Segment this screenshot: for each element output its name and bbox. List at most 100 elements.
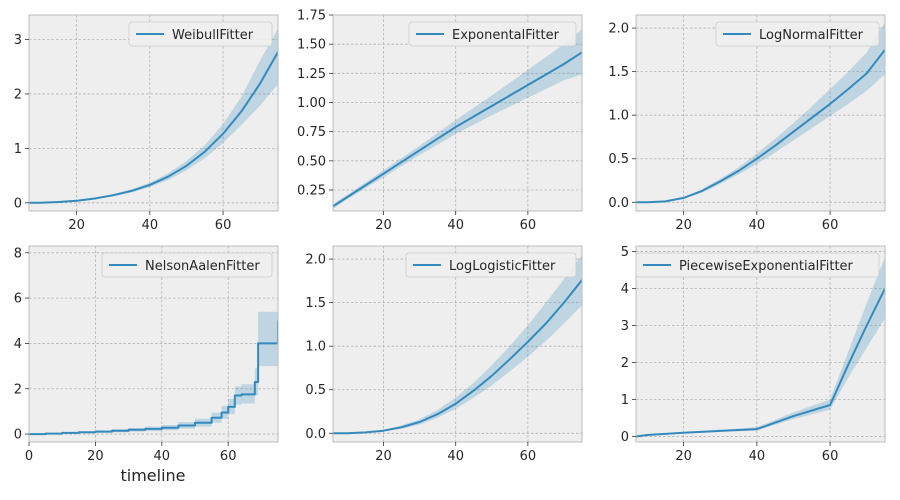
subplot-6: 20 40 60 0 1 2 3 4 5 PiecewiseExponentialFitter	[621, 245, 886, 464]
y-tick-label: 0.0	[608, 196, 629, 211]
y-tick-label: 0.0	[305, 427, 326, 442]
data-point	[203, 150, 206, 153]
data-point	[490, 105, 493, 107]
y-tick-label: 0	[14, 196, 22, 211]
x-tick-label: 60	[520, 449, 537, 464]
y-tick-label: 4	[14, 337, 22, 352]
legend-label: ExponentalFitter	[452, 28, 560, 43]
y-tick-label: 4	[621, 282, 629, 297]
data-point	[509, 358, 511, 361]
y-tick-label: 0	[14, 428, 22, 443]
confidence-band	[333, 254, 582, 434]
y-tick-label: 1	[14, 142, 22, 157]
subplot-1: 20 40 60 0 1 2 3 WeibullFitter	[14, 14, 279, 233]
x-tick-label: 40	[447, 218, 464, 233]
x-tick-label: 40	[749, 449, 766, 464]
data-point	[563, 63, 565, 65]
data-point	[39, 201, 41, 204]
y-tick-label: 1.5	[305, 296, 326, 311]
data-point	[57, 201, 60, 203]
data-point	[382, 429, 385, 432]
legend-box	[101, 252, 273, 278]
plot-area	[636, 15, 885, 211]
data-point	[194, 421, 196, 424]
legend-box	[405, 252, 577, 278]
data-point	[240, 393, 243, 396]
legend-box	[128, 21, 273, 47]
data-point	[646, 434, 648, 436]
data-point	[94, 197, 96, 200]
data-point	[847, 363, 850, 366]
x-tick-label: 60	[520, 218, 537, 233]
data-point	[257, 342, 259, 345]
data-point	[454, 402, 457, 405]
data-point	[472, 389, 475, 392]
x-tick-label: 20	[675, 218, 692, 233]
data-point	[418, 149, 421, 152]
y-tick-label: 0.50	[297, 154, 326, 169]
y-tick-label: 0	[621, 430, 629, 445]
axes-frame	[635, 14, 886, 212]
y-tick-label: 3	[14, 33, 22, 48]
data-point	[258, 83, 261, 85]
data-point	[865, 324, 868, 327]
data-point	[111, 429, 113, 432]
series-line	[636, 288, 885, 438]
y-tick-label: 2.0	[305, 253, 326, 268]
data-point	[185, 165, 188, 167]
data-point	[364, 431, 367, 434]
data-point	[144, 428, 146, 430]
data-point	[149, 184, 151, 186]
data-point	[130, 190, 133, 192]
data-point	[44, 432, 47, 435]
data-point	[490, 374, 493, 377]
data-point	[240, 110, 243, 113]
y-tick-label: 1.0	[608, 109, 629, 124]
data-point	[94, 430, 97, 433]
y-tick-label: 1.75	[297, 9, 326, 24]
data-point	[545, 322, 547, 325]
data-point	[701, 190, 703, 192]
x-tick-label: 20	[675, 449, 692, 464]
y-tick-label: 0.75	[297, 125, 326, 140]
plot-area	[636, 246, 885, 442]
x-tick-label: 40	[447, 449, 464, 464]
x-tick-label: 60	[220, 449, 237, 464]
legend-box	[715, 21, 880, 47]
axes-frame	[635, 245, 886, 443]
axes-frame	[28, 245, 279, 443]
data-point	[682, 431, 685, 434]
legend-box	[408, 21, 577, 47]
data-point	[400, 426, 403, 428]
y-tick-label: 2.0	[608, 22, 629, 37]
x-tick-label: 20	[375, 218, 392, 233]
data-point	[810, 116, 813, 119]
data-point	[220, 411, 223, 414]
data-point	[737, 170, 740, 172]
data-point	[792, 415, 795, 417]
data-point	[865, 72, 868, 75]
data-point	[719, 180, 722, 183]
x-tick-label: 40	[154, 449, 171, 464]
data-point	[847, 88, 850, 90]
y-tick-label: 1	[621, 393, 629, 408]
data-point	[161, 426, 163, 429]
data-point	[646, 201, 648, 204]
y-tick-label: 1.25	[297, 67, 326, 82]
axes-frame	[28, 14, 279, 212]
legend-label: NelsonAalenFitter	[145, 259, 260, 274]
axes-frame	[332, 245, 583, 443]
data-point	[222, 132, 224, 135]
data-point	[75, 199, 78, 202]
y-tick-label: 8	[14, 246, 22, 261]
x-tick-label: 20	[87, 449, 104, 464]
x-axis-label: timeline	[120, 466, 185, 485]
axes-frame	[332, 14, 583, 212]
data-point	[756, 428, 758, 430]
data-point	[78, 431, 80, 434]
data-point	[418, 421, 421, 423]
legend-label: LogNormalFitter	[759, 28, 864, 43]
data-point	[682, 197, 685, 199]
x-tick-label: 60	[215, 218, 232, 233]
